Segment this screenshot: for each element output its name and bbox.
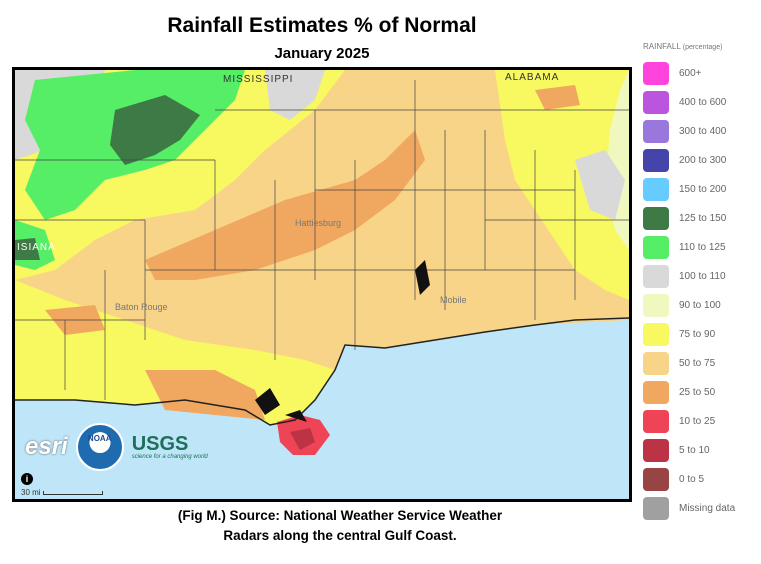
city-label-mobile: Mobile (440, 295, 467, 305)
legend-swatch (643, 468, 669, 491)
legend-label: 100 to 110 (679, 271, 726, 282)
rainfall-legend: RAINFALL (percentage) 600+ 400 to 600 300 … (643, 42, 755, 523)
legend-item: 5 to 10 (643, 436, 755, 465)
legend-swatch (643, 439, 669, 462)
legend-title: RAINFALL (percentage) (643, 42, 723, 51)
legend-label: 150 to 200 (679, 184, 727, 195)
legend-label: 90 to 100 (679, 300, 721, 311)
legend-item: 125 to 150 (643, 204, 755, 233)
legend-item: 75 to 90 (643, 320, 755, 349)
info-icon[interactable]: i (21, 473, 33, 485)
map-canvas (15, 70, 629, 455)
legend-swatch (643, 352, 669, 375)
legend-swatch (643, 178, 669, 201)
figure-caption: (Fig M.) Source: National Weather Servic… (130, 506, 550, 546)
legend-item: Missing data (643, 494, 755, 523)
caption-line-2: Radars along the central Gulf Coast. (223, 528, 457, 543)
legend-label: 400 to 600 (679, 97, 727, 108)
legend-label: 300 to 400 (679, 126, 727, 137)
city-label-baton-rouge: Baton Rouge (115, 302, 168, 312)
legend-label: 25 to 50 (679, 387, 716, 398)
legend-item: 0 to 5 (643, 465, 755, 494)
legend-swatch (643, 149, 669, 172)
legend-item: 110 to 125 (643, 233, 755, 262)
legend-item: 200 to 300 (643, 146, 755, 175)
caption-line-1: (Fig M.) Source: National Weather Servic… (177, 508, 503, 523)
legend-item: 600+ (643, 59, 755, 88)
usgs-logo: USGS science for a changing world (131, 433, 208, 460)
legend-label: 600+ (679, 68, 702, 79)
legend-label: 5 to 10 (679, 445, 710, 456)
legend-label: 125 to 150 (679, 213, 727, 224)
legend-item: 150 to 200 (643, 175, 755, 204)
legend-item: 50 to 75 (643, 349, 755, 378)
esri-logo: esri (25, 433, 68, 460)
legend-swatch (643, 323, 669, 346)
legend-item: 400 to 600 (643, 88, 755, 117)
legend-swatch (643, 91, 669, 114)
noaa-logo: NOAA (75, 423, 124, 471)
legend-label: Missing data (679, 503, 736, 514)
state-label-mississippi: MISSISSIPPI (223, 74, 294, 85)
legend-swatch (643, 207, 669, 230)
map-title: Rainfall Estimates % of Normal (167, 14, 477, 37)
legend-swatch (643, 236, 669, 259)
legend-items: 600+ 400 to 600 300 to 400 200 to 300 150 to… (643, 59, 755, 523)
rainfall-map[interactable]: MISSISSIPPI ALABAMA ISIANA Baton Rouge H… (12, 67, 632, 502)
legend-swatch (643, 294, 669, 317)
legend-item: 90 to 100 (643, 291, 755, 320)
legend-swatch (643, 62, 669, 85)
legend-label: 10 to 25 (679, 416, 716, 427)
legend-label: 200 to 300 (679, 155, 727, 166)
legend-swatch (643, 410, 669, 433)
legend-item: 300 to 400 (643, 117, 755, 146)
legend-label: 110 to 125 (679, 242, 726, 253)
state-label-louisiana: ISIANA (17, 242, 56, 253)
state-label-alabama: ALABAMA (505, 72, 560, 83)
legend-swatch (643, 381, 669, 404)
legend-label: 0 to 5 (679, 474, 705, 485)
map-scale-bar: 30 mi (21, 488, 103, 497)
city-label-hattiesburg: Hattiesburg (295, 218, 342, 228)
legend-item: 100 to 110 (643, 262, 755, 291)
legend-item: 10 to 25 (643, 407, 755, 436)
map-subtitle: January 2025 (274, 45, 370, 62)
partner-logos: esri NOAA USGS science for a changing wo… (25, 423, 208, 471)
legend-swatch (643, 497, 669, 520)
legend-item: 25 to 50 (643, 378, 755, 407)
legend-swatch (643, 265, 669, 288)
legend-swatch (643, 120, 669, 143)
legend-label: 50 to 75 (679, 358, 716, 369)
legend-label: 75 to 90 (679, 329, 716, 340)
